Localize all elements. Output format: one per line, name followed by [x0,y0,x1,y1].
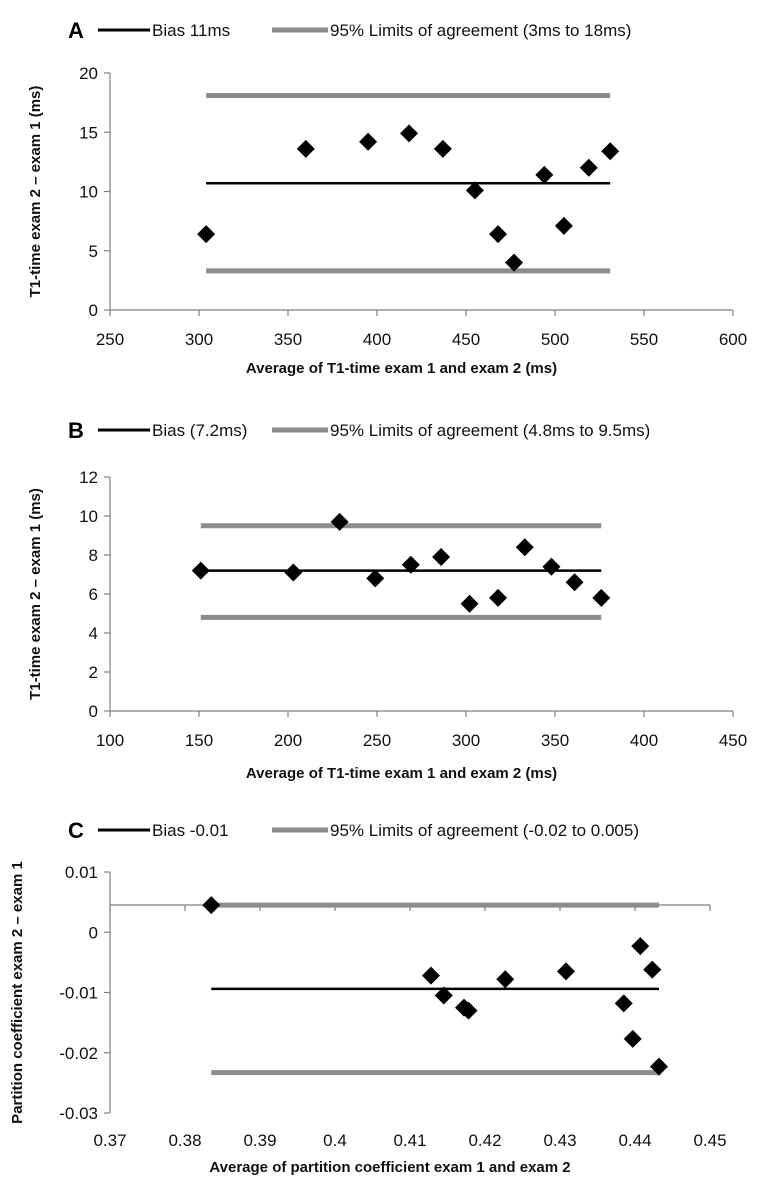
y-tick-label: 8 [89,546,98,565]
x-tick-label: 450 [452,330,480,349]
x-tick-label: 200 [274,731,302,750]
data-point [197,225,216,244]
data-point [330,512,349,531]
y-axis-title: T1-time exam 2 – exam 1 (ms) [27,86,44,298]
x-tick-label: 0.4 [323,1131,347,1150]
x-tick-label: 0.44 [618,1131,651,1150]
data-point [592,588,611,607]
x-tick-label: 100 [96,731,124,750]
x-tick-label: 0.45 [693,1131,726,1150]
data-point [614,994,633,1013]
y-tick-label: -0.03 [59,1104,98,1123]
data-point [459,1001,478,1020]
data-point [489,225,508,244]
x-tick-label: 500 [541,330,569,349]
x-tick-label: 350 [541,731,569,750]
data-point [542,557,561,576]
data-point [601,142,620,161]
data-point [557,962,575,981]
x-tick-label: 250 [363,731,391,750]
panel-letter: B [68,418,84,443]
x-tick-label: 0.43 [543,1131,576,1150]
data-point [496,970,515,989]
x-tick-label: 600 [719,330,747,349]
x-tick-label: 150 [185,731,213,750]
data-point [422,966,440,985]
data-point [202,896,221,915]
x-tick-label: 400 [363,330,391,349]
y-tick-label: -0.01 [59,984,98,1003]
y-tick-label: 15 [79,123,98,142]
x-axis-title: Average of partition coefficient exam 1 … [209,1159,570,1176]
x-axis-title: Average of T1-time exam 1 and exam 2 (ms… [246,765,557,782]
x-tick-label: 450 [719,731,747,750]
y-tick-label: 12 [79,468,98,487]
x-tick-label: 0.37 [93,1131,126,1150]
data-point [191,561,210,580]
legend-bias-label: Bias 11ms [152,21,230,40]
panel-letter: A [68,18,84,43]
data-point [565,573,584,592]
legend-limits-label: 95% Limits of agreement (-0.02 to 0.005) [330,821,639,840]
data-point [366,569,385,588]
data-point [401,555,420,574]
data-point [359,132,378,151]
x-axis-title: Average of T1-time exam 1 and exam 2 (ms… [246,360,557,377]
y-tick-label: -0.02 [59,1044,98,1063]
x-tick-label: 350 [274,330,302,349]
data-point [515,538,534,557]
data-point [631,937,650,956]
legend-limits-label: 95% Limits of agreement (3ms to 18ms) [330,21,631,40]
data-point [650,1057,668,1076]
x-tick-label: 0.38 [168,1131,201,1150]
y-tick-label: 0 [89,702,98,721]
data-point [643,960,662,979]
data-point [489,588,508,607]
x-tick-label: 0.42 [468,1131,501,1150]
y-tick-label: 0 [89,301,98,320]
x-tick-label: 400 [630,731,658,750]
y-tick-label: 4 [89,624,98,643]
data-point [400,124,419,143]
data-point [579,158,598,177]
y-tick-label: 0.01 [65,863,98,882]
y-tick-label: 10 [79,183,98,202]
data-point [433,139,452,158]
y-tick-label: 10 [79,507,98,526]
data-point [460,594,479,613]
data-point [434,986,453,1005]
panel-letter: C [68,818,84,843]
y-tick-label: 5 [89,242,98,261]
data-point [432,547,451,566]
data-point [535,165,554,184]
legend-limits-label: 95% Limits of agreement (4.8ms to 9.5ms) [330,421,650,440]
data-point [505,253,524,272]
panel-a: A Bias 11ms 95% Limits of agreement (3ms t… [27,18,747,377]
data-point [284,563,303,582]
legend-bias-label: Bias -0.01 [152,821,229,840]
y-tick-label: 2 [89,663,98,682]
x-tick-label: 250 [96,330,124,349]
y-tick-label: 6 [89,585,98,604]
x-tick-label: 0.39 [243,1131,276,1150]
y-tick-label: 20 [79,64,98,83]
y-tick-label: 0 [89,923,98,942]
data-point [623,1029,642,1048]
x-tick-label: 550 [630,330,658,349]
y-axis-title: Partition coefficient exam 2 – exam 1 [9,861,26,1124]
data-point [554,216,573,235]
legend-bias-label: Bias (7.2ms) [152,421,247,440]
y-axis-title: T1-time exam 2 – exam 1 (ms) [27,488,44,700]
x-tick-label: 300 [452,731,480,750]
data-point [296,139,315,158]
panel-c: C Bias -0.01 95% Limits of agreement (-0.0… [9,818,727,1176]
x-tick-label: 0.41 [393,1131,426,1150]
data-point [465,181,484,200]
x-tick-label: 300 [185,330,213,349]
panel-b: B Bias (7.2ms) 95% Limits of agreement (4.… [27,418,747,782]
